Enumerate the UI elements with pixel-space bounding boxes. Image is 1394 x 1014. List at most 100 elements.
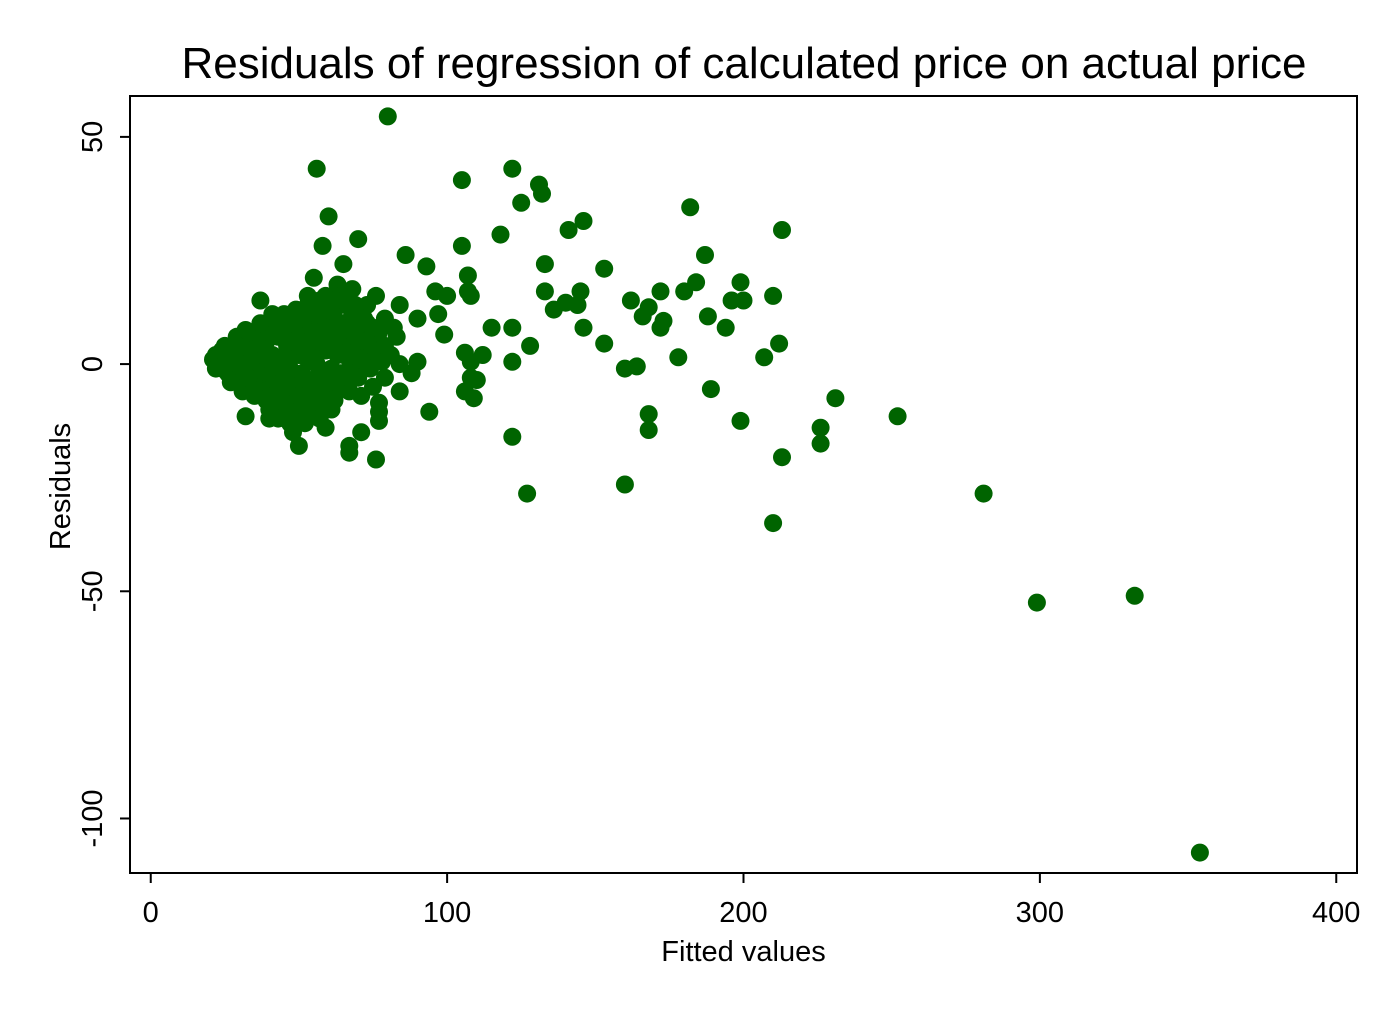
data-point: [773, 221, 791, 239]
data-point: [417, 257, 436, 276]
data-point: [888, 407, 907, 426]
data-point: [325, 391, 344, 410]
data-point: [770, 334, 789, 353]
data-point: [731, 411, 750, 430]
data-point: [340, 443, 359, 462]
data-point: [281, 414, 299, 433]
data-point: [503, 427, 522, 446]
data-point: [826, 389, 845, 408]
data-point: [1027, 593, 1046, 612]
data-point: [461, 286, 480, 305]
data-point: [574, 212, 593, 230]
data-point: [627, 357, 646, 376]
x-tick-label: 400: [1312, 897, 1360, 929]
data-point: [533, 184, 551, 203]
data-point: [681, 198, 700, 217]
data-point: [310, 409, 329, 428]
data-point: [435, 325, 454, 344]
data-point: [651, 318, 670, 337]
data-point: [402, 364, 421, 383]
data-point: [755, 348, 774, 367]
data-point: [571, 282, 590, 301]
data-point: [408, 309, 427, 328]
data-point: [378, 107, 397, 126]
x-tick-label: 100: [423, 897, 471, 929]
data-point: [696, 246, 714, 264]
data-point: [518, 484, 537, 503]
x-tick-label: 0: [143, 897, 159, 929]
data-point: [811, 434, 830, 453]
data-point: [731, 273, 750, 292]
data-point: [307, 159, 326, 178]
data-point: [438, 286, 457, 305]
data-point: [621, 291, 640, 310]
x-tick-label: 300: [1016, 897, 1064, 929]
chart-title: Residuals of regression of calculated pr…: [181, 39, 1307, 88]
data-point: [396, 246, 415, 264]
data-point: [358, 332, 377, 351]
data-point: [574, 318, 593, 337]
x-axis-label: Fitted values: [661, 936, 825, 968]
data-point: [482, 318, 501, 337]
data-point: [461, 352, 480, 371]
y-tick-label: 0: [77, 356, 109, 372]
data-point: [452, 236, 471, 255]
y-tick-label: -50: [77, 570, 109, 612]
data-point: [568, 296, 587, 314]
data-point: [633, 307, 652, 326]
y-axis-label: Residuals: [45, 423, 77, 550]
data-point: [467, 371, 486, 389]
data-point: [307, 355, 326, 374]
data-point: [521, 336, 540, 355]
data-point: [352, 350, 371, 369]
data-point: [734, 291, 753, 310]
data-point: [974, 484, 993, 503]
data-point: [503, 352, 522, 371]
data-point: [669, 348, 688, 367]
data-point: [512, 193, 531, 212]
y-tick-label: 50: [77, 121, 109, 153]
data-point: [352, 423, 371, 442]
data-point: [773, 448, 791, 467]
data-point: [716, 318, 735, 337]
data-point: [675, 282, 694, 301]
data-point: [349, 230, 368, 249]
data-point: [429, 305, 448, 324]
y-tick-label: -100: [77, 789, 109, 847]
data-point: [233, 359, 252, 378]
data-point: [503, 159, 522, 178]
data-point: [595, 259, 614, 278]
data-point: [364, 318, 382, 337]
data-point: [289, 436, 308, 455]
data-point: [236, 407, 255, 426]
points-layer: [204, 107, 1209, 862]
data-point: [544, 300, 563, 319]
data-point: [615, 475, 634, 494]
data-point: [639, 421, 658, 439]
data-point: [701, 380, 720, 399]
data-point: [595, 334, 614, 353]
data-point: [464, 389, 483, 408]
data-point: [651, 282, 670, 301]
data-point: [370, 411, 388, 430]
data-point: [390, 382, 409, 401]
data-point: [1190, 843, 1209, 862]
data-point: [352, 386, 371, 405]
data-point: [420, 402, 439, 421]
data-point: [212, 359, 231, 378]
data-point: [458, 266, 477, 285]
data-point: [346, 296, 365, 314]
x-tick-label: 200: [719, 897, 767, 929]
data-point: [764, 286, 783, 305]
data-point: [491, 225, 510, 244]
data-point: [387, 327, 406, 346]
data-point: [452, 171, 471, 190]
data-point: [334, 255, 353, 274]
data-point: [535, 282, 554, 301]
data-point: [764, 514, 783, 533]
data-point: [301, 382, 320, 401]
data-point: [331, 368, 350, 387]
data-point: [304, 268, 323, 287]
